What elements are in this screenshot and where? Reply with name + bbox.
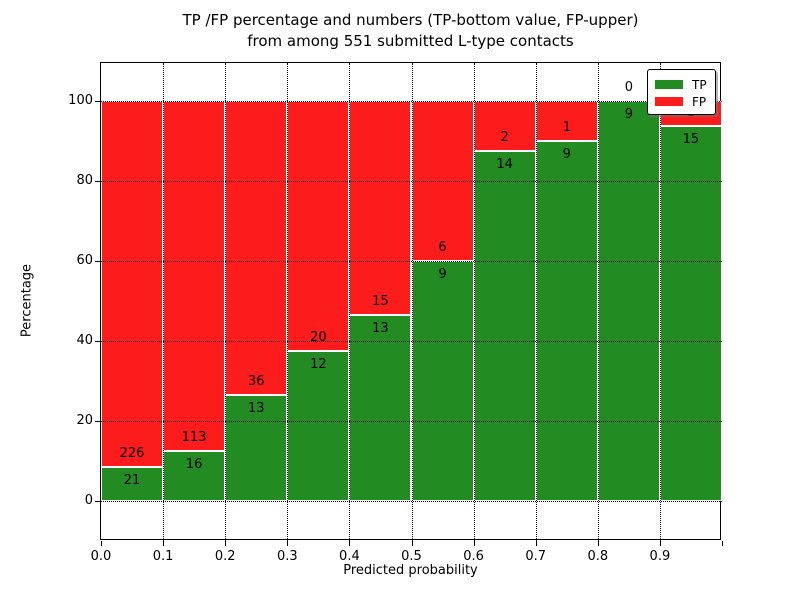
bar-segment-fp (225, 101, 288, 395)
vertical-gridline (349, 63, 351, 541)
tp-count-label: 15 (682, 132, 700, 147)
tp-count-label: 14 (496, 157, 513, 172)
x-tick-mark (535, 541, 537, 546)
bar-segment-tp (597, 101, 660, 501)
fp-count-label: 20 (310, 330, 327, 345)
vertical-gridline (659, 63, 661, 541)
horizontal-gridline (101, 261, 722, 262)
tp-count-label: 9 (438, 267, 447, 282)
chart-title: TP /FP percentage and numbers (TP-bottom… (100, 10, 721, 52)
tp-count-label: 13 (372, 321, 389, 337)
y-tick-label: 40 (76, 333, 93, 348)
fp-count-label: 2 (500, 130, 509, 145)
tp-count-label: 9 (624, 107, 633, 122)
bar-segment-tp (473, 151, 536, 501)
tp-count-label: 9 (562, 147, 571, 162)
tp-swatch-icon (655, 80, 683, 89)
legend-label-fp: FP (692, 94, 707, 109)
y-tick-mark (95, 181, 100, 182)
bar-segment-tp (535, 141, 598, 501)
bar-segment-fp (287, 101, 350, 351)
vertical-gridline (535, 63, 537, 541)
horizontal-gridline (101, 421, 722, 422)
tp-count-label: 16 (185, 457, 203, 473)
legend-item-tp: TP (655, 76, 708, 93)
tp-count-label: 13 (247, 400, 265, 416)
x-tick-mark (411, 541, 413, 546)
y-tick-label: 20 (76, 413, 93, 428)
fp-count-label: 1 (562, 120, 571, 135)
x-tick-mark (597, 541, 599, 546)
tp-count-label: 21 (123, 472, 141, 488)
fp-count-label: 226 (119, 445, 145, 461)
y-tick-mark (95, 341, 100, 342)
horizontal-gridline (101, 501, 722, 502)
x-tick-label: 0.1 (152, 549, 174, 564)
fp-count-label: 36 (247, 373, 265, 389)
y-axis-label: Percentage (19, 263, 35, 338)
vertical-gridline (287, 63, 289, 541)
bar-segment-tp (411, 261, 474, 501)
vertical-gridline (411, 63, 413, 541)
vertical-gridline (473, 63, 475, 541)
bar-segment-fp (163, 101, 226, 452)
bar-segment-fp (349, 101, 412, 316)
x-tick-mark (163, 541, 165, 546)
tp-count-label: 12 (310, 357, 327, 372)
x-tick-label: 0.7 (525, 549, 547, 564)
x-tick-mark (287, 541, 289, 546)
bar-segment-tp (659, 126, 722, 501)
x-tick-label: 0.3 (276, 549, 298, 564)
horizontal-gridline (101, 181, 722, 182)
vertical-gridline (597, 63, 599, 541)
fp-count-label: 6 (438, 240, 447, 255)
x-tick-mark (722, 541, 723, 546)
legend-item-fp: FP (655, 93, 708, 110)
legend-label-tp: TP (692, 77, 707, 92)
x-tick-label: 0.6 (463, 549, 484, 564)
bar-segment-tp (101, 466, 164, 501)
x-tick-label: 0.5 (401, 549, 422, 564)
y-tick-label: 0 (84, 493, 93, 508)
y-tick-mark (95, 101, 100, 102)
chart-title-line1: TP /FP percentage and numbers (TP-bottom… (182, 11, 639, 29)
bar-segment-tp (349, 315, 412, 501)
y-tick-mark (95, 501, 100, 502)
bar-segment-tp (287, 351, 350, 501)
x-tick-label: 0.9 (649, 549, 671, 564)
x-tick-mark (349, 541, 351, 546)
x-tick-mark (659, 541, 661, 546)
y-tick-label: 80 (76, 173, 93, 188)
fp-swatch-icon (655, 97, 683, 106)
y-tick-mark (95, 421, 100, 422)
vertical-gridline (163, 63, 165, 541)
plot-area: TP FP 2262111316361320121513692141909115… (68, 62, 723, 564)
x-tick-mark (473, 541, 475, 546)
fp-count-label: 15 (372, 294, 389, 310)
fp-count-label: 0 (624, 80, 633, 95)
x-tick-label: 0.2 (214, 549, 236, 564)
x-tick-mark (101, 541, 102, 546)
x-axis-label: Predicted probability (343, 563, 478, 578)
chart-title-line2: from among 551 submitted L-type contacts (247, 32, 574, 50)
x-tick-label: 0.8 (587, 549, 609, 564)
x-tick-mark (225, 541, 227, 546)
x-tick-label: 0.0 (90, 549, 112, 564)
y-tick-label: 100 (68, 93, 93, 108)
x-tick-label: 0.4 (339, 549, 360, 564)
fp-count-label: 113 (181, 430, 207, 446)
bar-segment-tp (163, 451, 226, 501)
bar-segment-fp (101, 101, 164, 467)
horizontal-gridline (101, 101, 722, 102)
legend: TP FP (647, 69, 716, 115)
y-tick-label: 60 (76, 253, 93, 268)
horizontal-gridline (101, 341, 722, 342)
y-tick-mark (95, 261, 100, 262)
vertical-gridline (225, 63, 227, 541)
